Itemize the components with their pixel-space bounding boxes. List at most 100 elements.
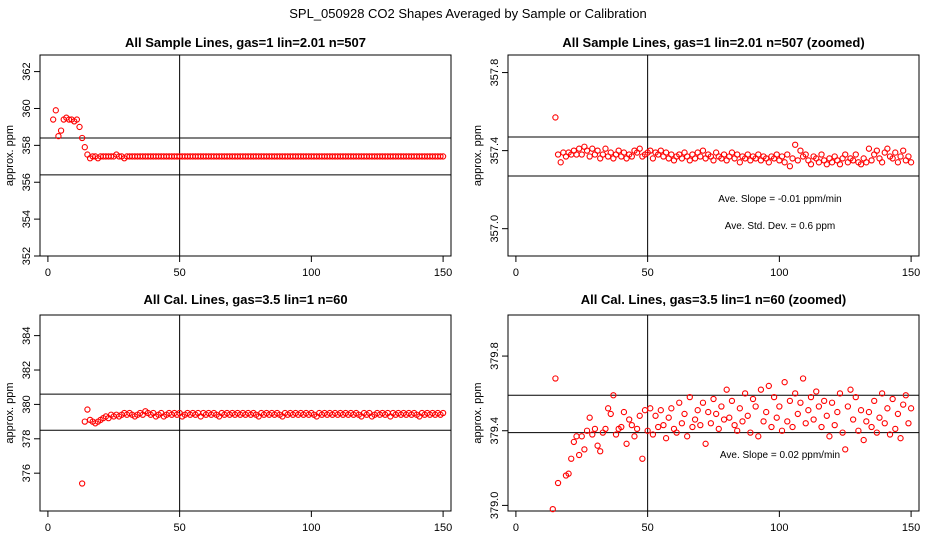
data-point xyxy=(626,416,633,423)
data-point xyxy=(591,425,599,433)
data-point xyxy=(652,412,659,419)
data-point xyxy=(644,427,651,434)
panel-annotation: Ave. Slope = 0.02 ppm/min xyxy=(720,450,840,461)
panel-title: All Sample Lines, gas=1 lin=2.01 n=507 (… xyxy=(562,35,864,50)
data-point xyxy=(813,388,820,395)
data-point xyxy=(765,382,772,390)
data-point xyxy=(618,423,625,431)
data-point xyxy=(786,397,794,405)
y-tick-label: 357.4 xyxy=(489,137,501,165)
data-point xyxy=(760,418,767,425)
y-tick-label: 362 xyxy=(21,62,33,80)
data-point xyxy=(583,147,591,154)
data-point xyxy=(836,161,844,168)
data-point xyxy=(649,155,657,162)
plot-frame xyxy=(507,314,920,512)
data-point xyxy=(784,151,791,158)
panel-annotation: Ave. Std. Dev. = 0.6 ppm xyxy=(725,221,836,232)
data-point xyxy=(863,418,870,425)
data-point xyxy=(697,153,704,160)
data-point xyxy=(831,421,838,429)
data-point xyxy=(789,423,796,431)
data-point xyxy=(636,145,643,152)
y-axis-label: approx. ppm xyxy=(4,125,16,186)
data-point xyxy=(799,375,807,382)
data-point xyxy=(878,390,886,397)
data-point xyxy=(894,159,902,166)
data-point xyxy=(678,155,686,162)
data-point xyxy=(628,153,635,160)
data-point xyxy=(710,395,717,403)
data-point xyxy=(900,401,907,408)
data-point xyxy=(668,151,675,158)
data-point xyxy=(871,397,878,405)
data-point xyxy=(676,399,683,406)
data-point xyxy=(763,408,770,416)
y-tick-label: 357.0 xyxy=(489,215,501,243)
data-point xyxy=(736,159,743,166)
data-point xyxy=(802,151,809,158)
data-point xyxy=(55,132,62,140)
data-point xyxy=(794,157,801,164)
data-point xyxy=(828,399,836,406)
y-tick-label: 382 xyxy=(21,361,33,379)
data-point xyxy=(807,393,815,401)
y-tick-label: 380 xyxy=(21,395,33,413)
data-point xyxy=(839,429,846,436)
data-point xyxy=(697,421,704,429)
data-point xyxy=(823,161,830,168)
data-point xyxy=(597,448,604,455)
data-point xyxy=(770,393,778,401)
data-point xyxy=(797,399,804,406)
data-point xyxy=(734,427,741,434)
data-point xyxy=(710,157,717,164)
data-point xyxy=(57,127,65,134)
data-point xyxy=(602,145,609,152)
data-point xyxy=(673,429,680,436)
data-point xyxy=(823,412,830,419)
data-point xyxy=(728,149,736,156)
y-tick-label: 384 xyxy=(21,326,33,344)
plot-frame xyxy=(507,54,920,257)
y-axis-label: approx. ppm xyxy=(472,125,484,186)
y-tick-label: 379.4 xyxy=(489,417,501,445)
data-point xyxy=(905,153,912,160)
x-tick-label: 100 xyxy=(302,267,320,279)
data-point xyxy=(715,425,722,433)
chart-panel-1: All Sample Lines, gas=1 lin=2.01 n=507 0 5… xyxy=(4,35,452,279)
data-point xyxy=(65,116,73,123)
data-point xyxy=(897,153,904,160)
data-point xyxy=(818,423,825,431)
data-point xyxy=(620,149,628,156)
data-point xyxy=(437,153,444,160)
data-point xyxy=(686,393,693,401)
data-point xyxy=(657,147,664,154)
data-point xyxy=(641,407,649,414)
data-point xyxy=(699,399,707,406)
data-point xyxy=(784,418,791,425)
x-tick-label: 0 xyxy=(45,267,51,279)
data-point xyxy=(868,157,875,164)
data-point xyxy=(810,416,817,423)
chart-panel-4: All Cal. Lines, gas=3.5 lin=1 n=60 (zoom… xyxy=(472,292,920,534)
data-point xyxy=(857,161,865,168)
panel-annotation: Ave. Slope = -0.01 ppm/min xyxy=(718,194,842,205)
data-point xyxy=(81,144,88,151)
data-point xyxy=(107,153,115,160)
y-tick-label: 352 xyxy=(21,247,33,265)
data-point xyxy=(115,153,123,160)
x-tick-label: 100 xyxy=(302,522,320,534)
data-point xyxy=(702,440,709,447)
data-point xyxy=(686,157,693,164)
data-point xyxy=(628,421,635,429)
data-point xyxy=(610,392,617,399)
data-point xyxy=(778,153,786,160)
data-point xyxy=(765,159,772,166)
data-point xyxy=(905,420,912,427)
data-point xyxy=(52,107,59,114)
data-point xyxy=(633,425,641,433)
data-point xyxy=(552,375,559,382)
data-point xyxy=(849,157,857,164)
data-point xyxy=(744,151,751,158)
